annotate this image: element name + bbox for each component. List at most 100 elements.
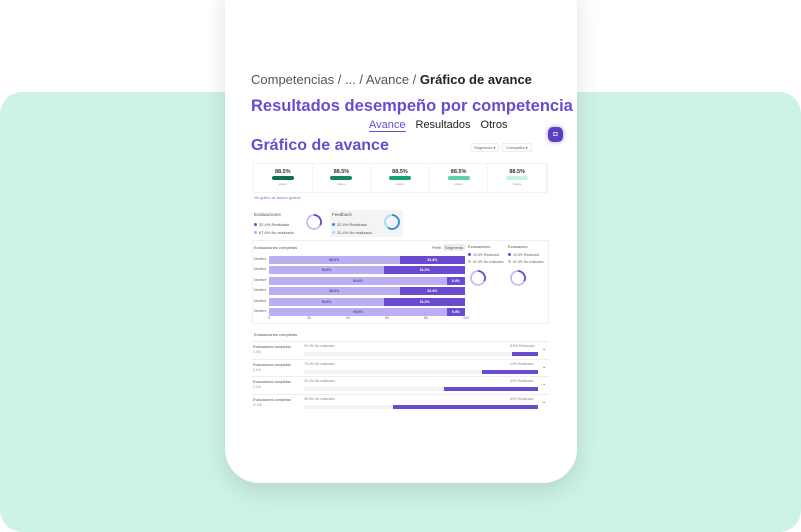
kpi-sub: status	[337, 182, 346, 186]
bar-row-label: Nombre	[254, 288, 267, 293]
toggle-segmento[interactable]: Segmento	[443, 244, 466, 251]
kpi-sub: status	[513, 182, 522, 186]
bar-row-label: Nombre	[254, 298, 267, 303]
kpi-sub: status	[454, 182, 463, 186]
chevron-down-icon[interactable]: ⌄	[542, 398, 547, 405]
kpi-sub: status	[395, 182, 404, 186]
list-item-right: 40% Realizado	[510, 379, 534, 383]
bar-row: 66.6% 33.4%	[269, 287, 465, 296]
crumb-2[interactable]: ...	[344, 72, 356, 87]
bar-segment-no-realizado[interactable]: 41.2%	[384, 297, 465, 306]
evaluaciones-card: Evaluaciones 32.4% Realizado 67.6% No re…	[254, 212, 294, 235]
list-item: Evaluaciones completas 2,0/6 75.4% No re…	[252, 358, 549, 379]
toggle-perfil[interactable]: Perfil	[432, 245, 442, 250]
bar-segment-realizado[interactable]: 90.6%	[269, 276, 447, 285]
feedback-donut	[384, 214, 400, 230]
bar-chart-panel	[252, 240, 549, 324]
bar-segment-realizado[interactable]: 58.8%	[269, 297, 385, 306]
kpi-value: 88.5%	[392, 169, 408, 175]
side-legend: Evaluadores 32.6% Realizado 67.4% No reali…	[468, 244, 504, 264]
bar-segment-realizado[interactable]: 66.6%	[269, 287, 400, 296]
list-item: Evaluaciones completas 2,0/6 92.4% No re…	[252, 341, 549, 361]
bar-segment-realizado[interactable]: 66.6%	[269, 256, 400, 264]
bar-row: 58.8% 41.2%	[269, 297, 465, 306]
bar-row: 66.6% 33.4%	[269, 256, 465, 264]
progress-track	[304, 369, 538, 374]
kpi-status-pill	[506, 176, 529, 180]
bar-segment-no-realizado[interactable]: 33.4%	[399, 287, 465, 296]
progress-track	[304, 352, 538, 356]
list-item-left: 92.4% No realizado	[304, 344, 335, 348]
legend-done: 32.6% Realizado	[473, 253, 500, 257]
progress-track	[304, 387, 538, 391]
tab-resultados[interactable]: Resultados	[415, 119, 471, 131]
crumb-3[interactable]: Avance	[365, 72, 410, 87]
tab-avance[interactable]: Avance	[369, 119, 406, 132]
bar-segment-no-realizado[interactable]: 9.4%	[446, 276, 465, 285]
progress-fill	[512, 352, 538, 356]
legend-done: 32.4% Realizado	[337, 222, 368, 227]
list-item-sub: 2,0/6	[253, 385, 261, 389]
x-tick: 0	[268, 316, 270, 320]
legend-done: 32.6% Realizado	[513, 253, 540, 257]
kpi-card: 88.5% status	[313, 164, 372, 192]
side-donut	[510, 270, 526, 286]
kpi-value: 88.5%	[333, 169, 350, 175]
side-donut	[470, 270, 486, 286]
kpi-link[interactable]: Ver gráfico de avance general	[254, 196, 301, 200]
assistant-bot-button[interactable]: ◘	[548, 127, 563, 142]
list-item-left: 42.4% No realizado	[304, 379, 335, 383]
bar-row: 90.6% 9.4%	[269, 276, 465, 285]
progress-track	[304, 404, 538, 409]
section-title: Gráfico de avance	[251, 137, 389, 154]
tab-otros[interactable]: Otros	[480, 119, 508, 131]
kpi-status-pill	[271, 176, 294, 180]
kpi-status-pill	[447, 176, 470, 180]
x-tick: 100	[463, 316, 469, 320]
bar-row-label: Nombre	[254, 257, 267, 261]
list-item-sub: 2/ 6/6	[253, 402, 262, 407]
bar-row-label: Nombre	[254, 309, 267, 313]
kpi-value: 88.5%	[450, 169, 467, 175]
bar-segment-no-realizado[interactable]: 41.2%	[384, 266, 465, 275]
bar-row: 58.8% 41.2%	[269, 266, 465, 275]
crumb-1[interactable]: Competencias	[251, 72, 335, 87]
progress-fill	[481, 369, 538, 374]
x-tick: 60	[385, 316, 389, 320]
device-frame	[225, 0, 577, 483]
kpi-card: 88.5% status	[371, 164, 430, 192]
x-tick: 20	[307, 316, 311, 320]
list-item: Evaluaciones completas 2/ 6/6 38.4% No r…	[252, 393, 549, 414]
feedback-title: Feedback	[332, 212, 352, 217]
page-title: Resultados desempeño por competencia	[251, 97, 573, 115]
bar-segment-realizado[interactable]: 90.6%	[269, 308, 447, 316]
list-item: Evaluaciones completas 2,0/6 42.4% No re…	[252, 376, 549, 396]
list-item-left: 75.4% No realizado	[304, 361, 335, 366]
kpi-status-pill	[330, 176, 353, 180]
breadcrumb: Competencias / ... / Avance / Gráfico de…	[251, 72, 532, 87]
evaluaciones-donut	[306, 214, 322, 230]
kpi-row: 88.5% status 88.5% status 88.5% status 88.5% st…	[253, 163, 548, 193]
kpi-value: 88.5%	[509, 169, 525, 175]
side-title: Evaluación	[508, 244, 528, 249]
chevron-down-icon[interactable]: ⌄	[542, 381, 547, 387]
bar-row: 90.6% 9.4%	[269, 308, 465, 316]
company-dropdown[interactable]: Compañía ▾	[502, 143, 532, 152]
kpi-card: 88.5% status	[430, 164, 489, 192]
kpi-card: 88.5% status	[488, 164, 547, 192]
bar-segment-realizado[interactable]: 58.8%	[269, 266, 385, 275]
list-item-name: Evaluaciones completas	[253, 362, 291, 367]
legend-pending: 67.6% No realizado	[259, 230, 294, 235]
crumb-current: Gráfico de avance	[419, 72, 532, 87]
bar-row-label: Nombre	[254, 277, 267, 282]
chevron-down-icon[interactable]: ⌄	[542, 346, 547, 352]
chevron-down-icon[interactable]: ⌄	[542, 363, 547, 370]
list-item-sub: 2,0/6	[253, 367, 261, 372]
kpi-sub: status	[278, 182, 287, 186]
legend-pending: 67.4% No realizado	[513, 260, 544, 264]
legend-pending: 20.4% No realizado	[337, 230, 372, 235]
segment-dropdown[interactable]: Segmento ▾	[470, 143, 500, 152]
bar-segment-no-realizado[interactable]: 33.4%	[399, 256, 465, 264]
bar-segment-no-realizado[interactable]: 9.4%	[446, 308, 465, 316]
kpi-status-pill	[388, 176, 411, 180]
